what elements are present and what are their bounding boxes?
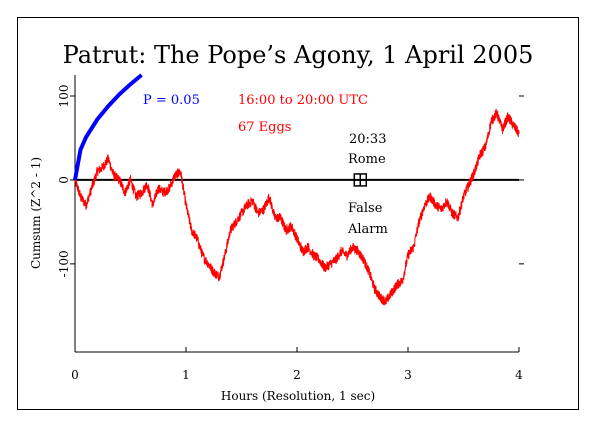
y-tick-label: -100 — [57, 250, 71, 277]
false-alarm-line1: False — [348, 201, 383, 216]
false-alarm-line2: Alarm — [347, 222, 388, 237]
x-tick-label: 3 — [404, 368, 412, 382]
event-marker — [353, 173, 368, 187]
event-time-label: 20:33 — [349, 132, 386, 147]
y-tick-label: 0 — [57, 176, 71, 184]
y-ticks: -100 0 100 — [57, 85, 524, 277]
x-ticks: 0 1 2 3 4 — [71, 347, 523, 382]
figure-border — [17, 17, 579, 410]
chart-title: Patrut: The Pope’s Agony, 1 April 2005 — [63, 41, 534, 69]
x-tick-label: 0 — [71, 368, 79, 382]
event-place-label: Rome — [348, 152, 386, 167]
time-range-label: 16:00 to 20:00 UTC — [238, 93, 368, 108]
x-tick-label: 2 — [293, 368, 301, 382]
series-line-p05-envelope — [73, 73, 143, 181]
x-tick-label: 4 — [515, 368, 523, 382]
y-tick-label: 100 — [57, 85, 71, 108]
x-axis-label: Hours (Resolution, 1 sec) — [221, 389, 375, 403]
y-axis-label: Cumsum (Z^2 - 1) — [29, 157, 43, 269]
x-tick-label: 1 — [182, 368, 190, 382]
series-line-cumsum — [74, 108, 520, 306]
p-label: P = 0.05 — [143, 93, 200, 108]
eggs-label: 67 Eggs — [238, 120, 291, 135]
